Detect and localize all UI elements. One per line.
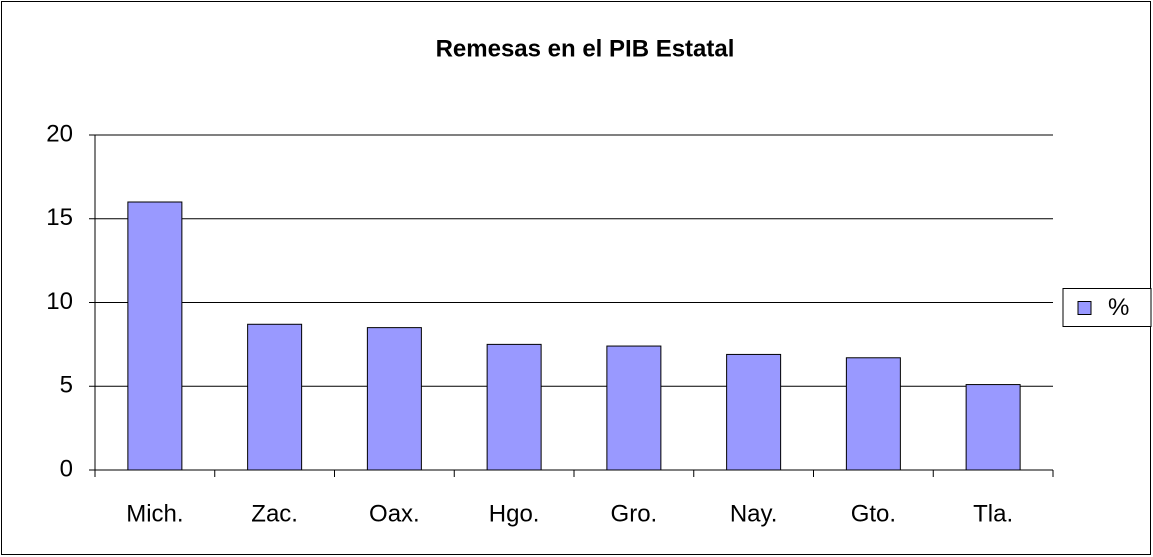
x-tick-label: Hgo.	[489, 500, 540, 527]
chart-title: Remesas en el PIB Estatal	[436, 35, 735, 62]
x-tick-label: Zac.	[251, 500, 298, 527]
legend-swatch	[1077, 301, 1092, 315]
y-tick-label: 15	[46, 204, 73, 231]
x-tick-label: Gto.	[851, 500, 896, 527]
y-tick-label: 20	[46, 120, 73, 147]
bar	[127, 201, 183, 471]
bar	[726, 353, 782, 471]
x-tick-label: Gro.	[611, 500, 658, 527]
y-tick-label: 5	[60, 372, 73, 399]
x-tick-label: Oax.	[369, 500, 420, 527]
x-tick-label: Tla.	[973, 500, 1013, 527]
legend-box	[1062, 288, 1152, 327]
x-tick-label: Mich.	[126, 500, 183, 527]
y-tick-label: 0	[60, 455, 73, 482]
bar	[845, 357, 901, 471]
bar	[486, 343, 542, 471]
bar	[606, 345, 662, 471]
legend-label: %	[1108, 294, 1129, 321]
y-tick-label: 10	[46, 288, 73, 315]
x-tick-label: Nay.	[730, 500, 778, 527]
bar	[965, 384, 1021, 471]
bar	[366, 327, 422, 471]
bar	[247, 323, 303, 471]
